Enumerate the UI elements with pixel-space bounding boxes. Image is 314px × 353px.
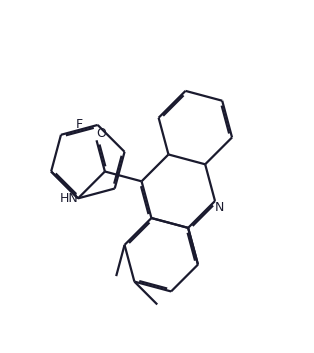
Text: HN: HN — [59, 192, 78, 205]
Text: N: N — [215, 201, 225, 214]
Text: F: F — [76, 119, 83, 131]
Text: O: O — [96, 127, 106, 140]
